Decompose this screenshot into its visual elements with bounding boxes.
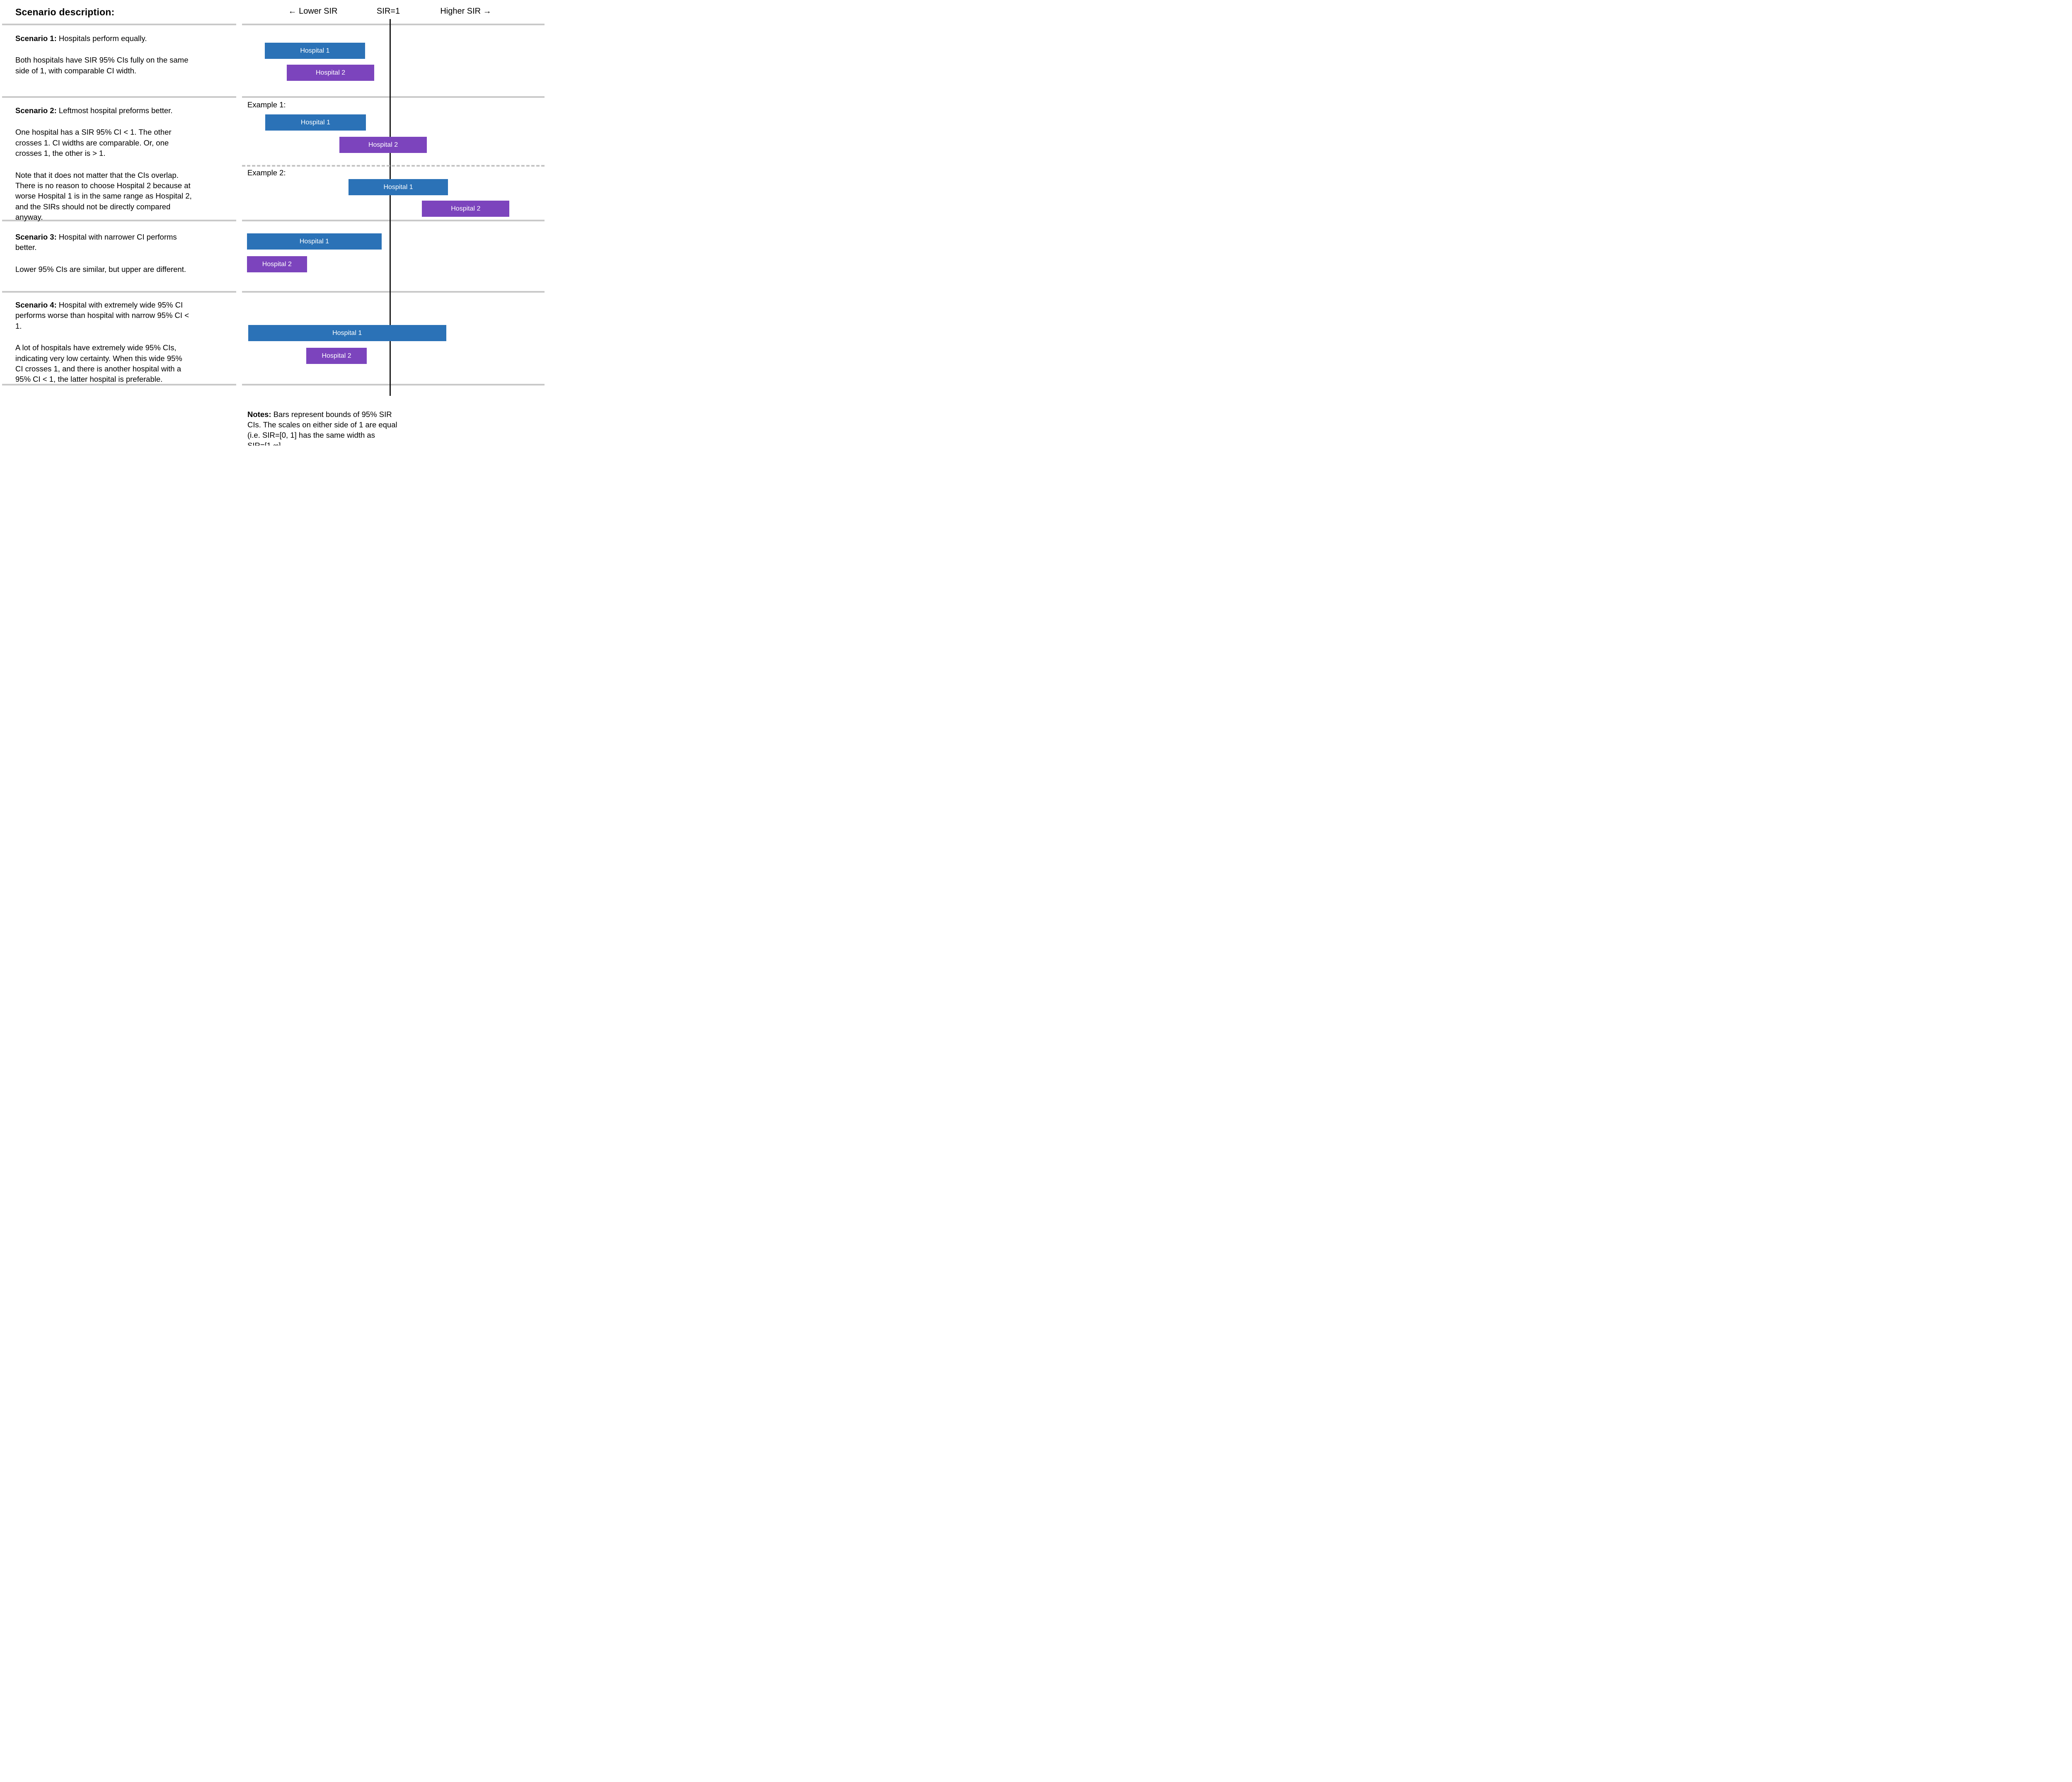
scenario-3-paragraph: Lower 95% CIs are similar, but upper are… (15, 264, 186, 274)
axis-label-lower-sir: ← Lower SIR (288, 7, 338, 16)
scenario-4-description: Scenario 4: Hospital with extremely wide… (15, 300, 242, 396)
divider-line (242, 220, 545, 221)
ci-bar-hospital-1: Hospital 1 (265, 114, 366, 131)
scenario-1-chart-panel: Hospital 1 Hospital 2 (242, 24, 545, 97)
scenario-3-description: Scenario 3: Hospital with narrower CI pe… (15, 232, 242, 286)
divider-line (2, 291, 236, 293)
ci-bar-hospital-1: Hospital 1 (348, 179, 448, 195)
ci-bar-label: Hospital 2 (315, 69, 346, 76)
divider-line (242, 291, 545, 293)
scenario-4-chart-panel: Hospital 1 Hospital 2 (242, 292, 545, 385)
ci-bar-hospital-2: Hospital 2 (247, 256, 307, 272)
ci-bar-hospital-2: Hospital 2 (422, 201, 510, 217)
scenario-2-paragraph: One hospital has a SIR 95% CI < 1. The o… (15, 128, 172, 158)
ci-bar-label: Hospital 1 (383, 183, 413, 191)
ci-bar-label: Hospital 2 (322, 352, 351, 359)
divider-line (2, 384, 236, 385)
ci-bar-label: Hospital 1 (332, 329, 362, 337)
divider-line (242, 384, 545, 385)
scenario-2-chart-panel: Example 1: Hospital 1 Hospital 2 Example… (242, 97, 545, 221)
example-separator-dashed-line (242, 165, 545, 167)
scenario-1-heading: Scenario 1: Hospitals perform equally. (15, 34, 147, 43)
ci-bar-label: Hospital 1 (300, 119, 330, 126)
scenario-2-paragraph: Note that it does not matter that the CI… (15, 170, 192, 222)
scenario-3-chart-panel: Hospital 1 Hospital 2 (242, 221, 545, 292)
ci-bar-hospital-1: Hospital 1 (264, 43, 366, 59)
scenario-2-description: Scenario 2: Leftmost hospital preforms b… (15, 105, 242, 234)
ci-bar-label: Hospital 1 (299, 238, 329, 245)
scenario-1-label: Scenario 1: (15, 34, 57, 43)
axis-label-sir-equals-1: SIR=1 (376, 7, 400, 16)
ci-bar-label: Hospital 1 (300, 47, 330, 54)
scenario-2-heading: Scenario 2: Leftmost hospital preforms b… (15, 106, 173, 115)
divider-line (2, 96, 236, 98)
ci-bar-hospital-2: Hospital 2 (306, 348, 367, 364)
axis-label-higher-sir: Higher SIR → (440, 7, 491, 16)
divider-line (2, 24, 236, 25)
scenario-3-label: Scenario 3: (15, 233, 57, 241)
divider-line (242, 96, 545, 98)
figure-page: Scenario description: ← Lower SIR SIR=1 … (0, 0, 545, 446)
scenario-2-label: Scenario 2: (15, 106, 57, 115)
ci-bar-label: Hospital 2 (262, 260, 292, 268)
divider-line (242, 24, 545, 25)
sir-1-axis-line (390, 19, 391, 396)
notes-label: Notes: (247, 410, 271, 419)
ci-bar-label: Hospital 2 (368, 141, 398, 148)
scenario-1-description: Scenario 1: Hospitals perform equally. B… (15, 33, 242, 87)
scenario-4-heading: Scenario 4: Hospital with extremely wide… (15, 301, 189, 330)
divider-line (2, 220, 236, 221)
scenario-1-paragraph: Both hospitals have SIR 95% CIs fully on… (15, 56, 189, 75)
ci-bar-hospital-2: Hospital 2 (339, 137, 427, 153)
ci-bar-hospital-1: Hospital 1 (247, 233, 382, 250)
scenario-4-paragraph: A lot of hospitals have extremely wide 9… (15, 343, 182, 384)
scenario-3-heading: Scenario 3: Hospital with narrower CI pe… (15, 233, 177, 252)
ci-bar-hospital-2: Hospital 2 (287, 65, 374, 81)
example-1-label: Example 1: (247, 100, 286, 109)
example-2-label: Example 2: (247, 168, 286, 177)
scenario-4-label: Scenario 4: (15, 301, 57, 309)
notes-block: Notes: Bars represent bounds of 95% SIR … (247, 410, 397, 446)
ci-bar-label: Hospital 2 (451, 205, 481, 212)
page-title: Scenario description: (15, 7, 115, 17)
ci-bar-hospital-1: Hospital 1 (248, 325, 446, 341)
